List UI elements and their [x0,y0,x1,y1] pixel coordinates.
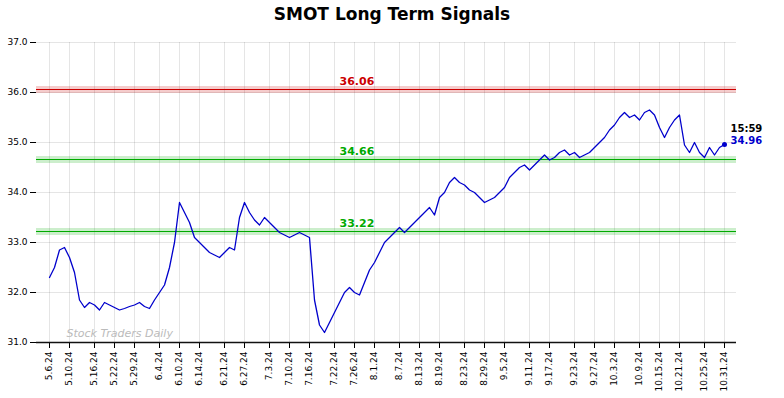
svg-text:6.10.24: 6.10.24 [174,351,184,386]
svg-text:8.13.24: 8.13.24 [414,351,424,386]
svg-text:34.0: 34.0 [7,187,27,197]
svg-text:9.17.24: 9.17.24 [544,351,554,386]
svg-text:7.22.24: 7.22.24 [329,351,339,386]
svg-text:33.0: 33.0 [7,237,27,247]
svg-text:6.21.24: 6.21.24 [219,351,229,386]
svg-text:5.22.24: 5.22.24 [109,351,119,386]
svg-text:Stock Traders Daily: Stock Traders Daily [67,327,174,340]
svg-text:10.25.24: 10.25.24 [699,351,709,391]
svg-text:6.14.24: 6.14.24 [194,351,204,386]
svg-text:9.23.24: 9.23.24 [569,351,579,386]
svg-text:36.0: 36.0 [7,87,27,97]
svg-text:6.4.24: 6.4.24 [154,351,164,380]
svg-text:8.19.24: 8.19.24 [434,351,444,386]
svg-text:10.3.24: 10.3.24 [609,351,619,386]
svg-text:32.0: 32.0 [7,287,27,297]
svg-text:6.27.24: 6.27.24 [239,351,249,386]
svg-text:8.7.24: 8.7.24 [394,351,404,380]
svg-text:5.16.24: 5.16.24 [89,351,99,386]
svg-text:5.10.24: 5.10.24 [64,351,74,386]
svg-text:36.06: 36.06 [340,75,375,88]
html-text:SMOT Long Term Signals: SMOT Long Term Signals [273,4,511,24]
svg-text:5.29.24: 5.29.24 [129,351,139,386]
svg-text:7.10.24: 7.10.24 [284,351,294,386]
svg-text:37.0: 37.0 [7,37,27,47]
svg-text:7.3.24: 7.3.24 [264,351,274,380]
svg-text:8.23.24: 8.23.24 [459,351,469,386]
svg-text:9.5.24: 9.5.24 [499,351,509,380]
svg-text:10.9.24: 10.9.24 [634,351,644,386]
svg-text:10.31.24: 10.31.24 [719,351,729,391]
svg-text:33.22: 33.22 [340,217,375,230]
svg-text:5.6.24: 5.6.24 [44,351,54,380]
svg-text:34.66: 34.66 [340,145,375,158]
svg-text:10.15.24: 10.15.24 [654,351,664,391]
svg-text:10.21.24: 10.21.24 [674,351,684,391]
svg-text:8.1.24: 8.1.24 [369,351,379,380]
svg-text:8.29.24: 8.29.24 [479,351,489,386]
svg-text:7.26.24: 7.26.24 [349,351,359,386]
svg-text:35.0: 35.0 [7,137,27,147]
svg-text:34.96: 34.96 [731,135,763,146]
svg-text:9.27.24: 9.27.24 [589,351,599,386]
svg-text:15:59: 15:59 [731,123,763,134]
svg-text:9.11.24: 9.11.24 [524,351,534,386]
svg-text:7.16.24: 7.16.24 [304,351,314,386]
svg-text:31.0: 31.0 [7,337,27,347]
